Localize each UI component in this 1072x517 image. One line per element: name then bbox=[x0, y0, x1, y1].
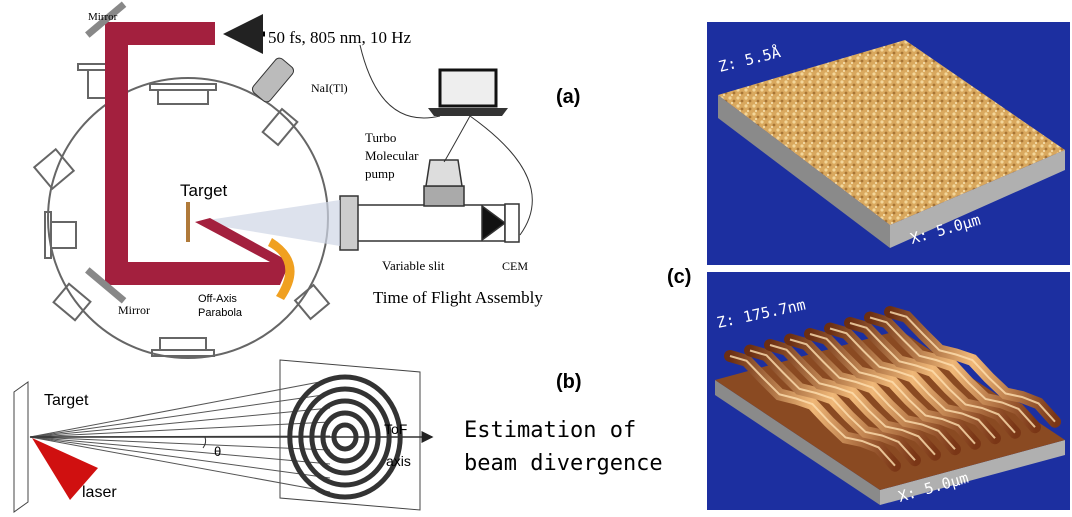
ripple-highlight bbox=[829, 327, 996, 439]
ripple-highlight bbox=[729, 355, 896, 467]
panel-label: (a) bbox=[556, 86, 580, 108]
label: Off-Axis bbox=[198, 293, 237, 305]
label: laser bbox=[82, 484, 117, 501]
shape bbox=[32, 147, 76, 191]
shape bbox=[293, 283, 331, 321]
panel-label: (b) bbox=[556, 371, 582, 393]
label: 50 fs, 805 nm, 10 Hz bbox=[268, 28, 412, 47]
shape bbox=[339, 195, 359, 251]
ripple-highlight bbox=[789, 338, 956, 450]
label: Turbo bbox=[365, 130, 396, 145]
panel-label: (c) bbox=[667, 266, 691, 288]
label: θ bbox=[214, 444, 221, 459]
label: Target bbox=[180, 181, 228, 200]
afm-side bbox=[718, 95, 890, 248]
shape bbox=[49, 221, 77, 249]
shape bbox=[149, 83, 217, 91]
ripple-highlight bbox=[809, 333, 976, 445]
fan-line bbox=[29, 436, 331, 465]
ripple-highlight bbox=[889, 311, 1056, 423]
panel-a: Mirror 50 fs, 805 nm, 10 Hz NaI(Tl) (a) … bbox=[32, 1, 580, 359]
fan-line bbox=[29, 436, 331, 451]
cables bbox=[359, 44, 533, 236]
fan-line bbox=[29, 436, 331, 479]
laser-cone bbox=[32, 438, 98, 500]
fan-line bbox=[29, 421, 331, 438]
caption: beam divergence bbox=[464, 451, 663, 476]
shape bbox=[504, 203, 520, 243]
shape bbox=[261, 107, 299, 147]
caption: Estimation of bbox=[464, 418, 636, 443]
fan-line bbox=[29, 379, 331, 438]
label: Parabola bbox=[198, 307, 243, 319]
label: Target bbox=[44, 392, 89, 409]
fan-line bbox=[29, 393, 331, 438]
afm-surface bbox=[718, 40, 1065, 225]
shape bbox=[438, 68, 498, 108]
ripple-highlight bbox=[869, 316, 1036, 428]
chamber-ports bbox=[32, 63, 331, 357]
afm-side bbox=[715, 380, 880, 505]
shape bbox=[428, 108, 508, 116]
shape bbox=[52, 282, 92, 322]
label: Molecular bbox=[365, 148, 419, 163]
laser-beam bbox=[105, 22, 290, 285]
laptop bbox=[428, 68, 508, 116]
label: Mirror bbox=[118, 303, 150, 317]
angle-arc bbox=[202, 436, 207, 449]
parabola bbox=[268, 238, 295, 300]
label: Mirror bbox=[88, 11, 118, 23]
panel-c: (c) Z: 5.5Å X: 5.0µm Z: 175.7nm X: 5.0µm bbox=[667, 22, 1070, 510]
ion-plume bbox=[195, 200, 340, 246]
fan-line bbox=[29, 407, 331, 438]
mirror bbox=[85, 267, 127, 304]
afm-ripples bbox=[724, 306, 1061, 472]
afm-side bbox=[880, 440, 1065, 505]
ripple-highlight bbox=[749, 349, 916, 461]
label: pump bbox=[365, 166, 395, 181]
shape bbox=[481, 204, 507, 242]
target-plate bbox=[13, 381, 29, 513]
detector bbox=[251, 57, 295, 103]
tof-tube bbox=[339, 159, 520, 251]
shape bbox=[423, 185, 465, 207]
ripple-highlight bbox=[769, 344, 936, 456]
label: Time of Flight Assembly bbox=[373, 288, 543, 307]
fan-line bbox=[29, 436, 331, 493]
shape bbox=[425, 159, 463, 187]
panel-b: (b) Target θ ToF axis laser Estimation o… bbox=[13, 359, 663, 513]
afm-side bbox=[890, 150, 1065, 248]
label: Variable slit bbox=[382, 258, 445, 273]
ripple-highlight bbox=[849, 322, 1016, 434]
label: axis bbox=[386, 453, 411, 469]
label: ToF bbox=[384, 421, 407, 437]
label: NaI(Tl) bbox=[311, 81, 348, 95]
target bbox=[186, 202, 190, 242]
label: CEM bbox=[502, 259, 528, 273]
mirror bbox=[85, 1, 127, 38]
